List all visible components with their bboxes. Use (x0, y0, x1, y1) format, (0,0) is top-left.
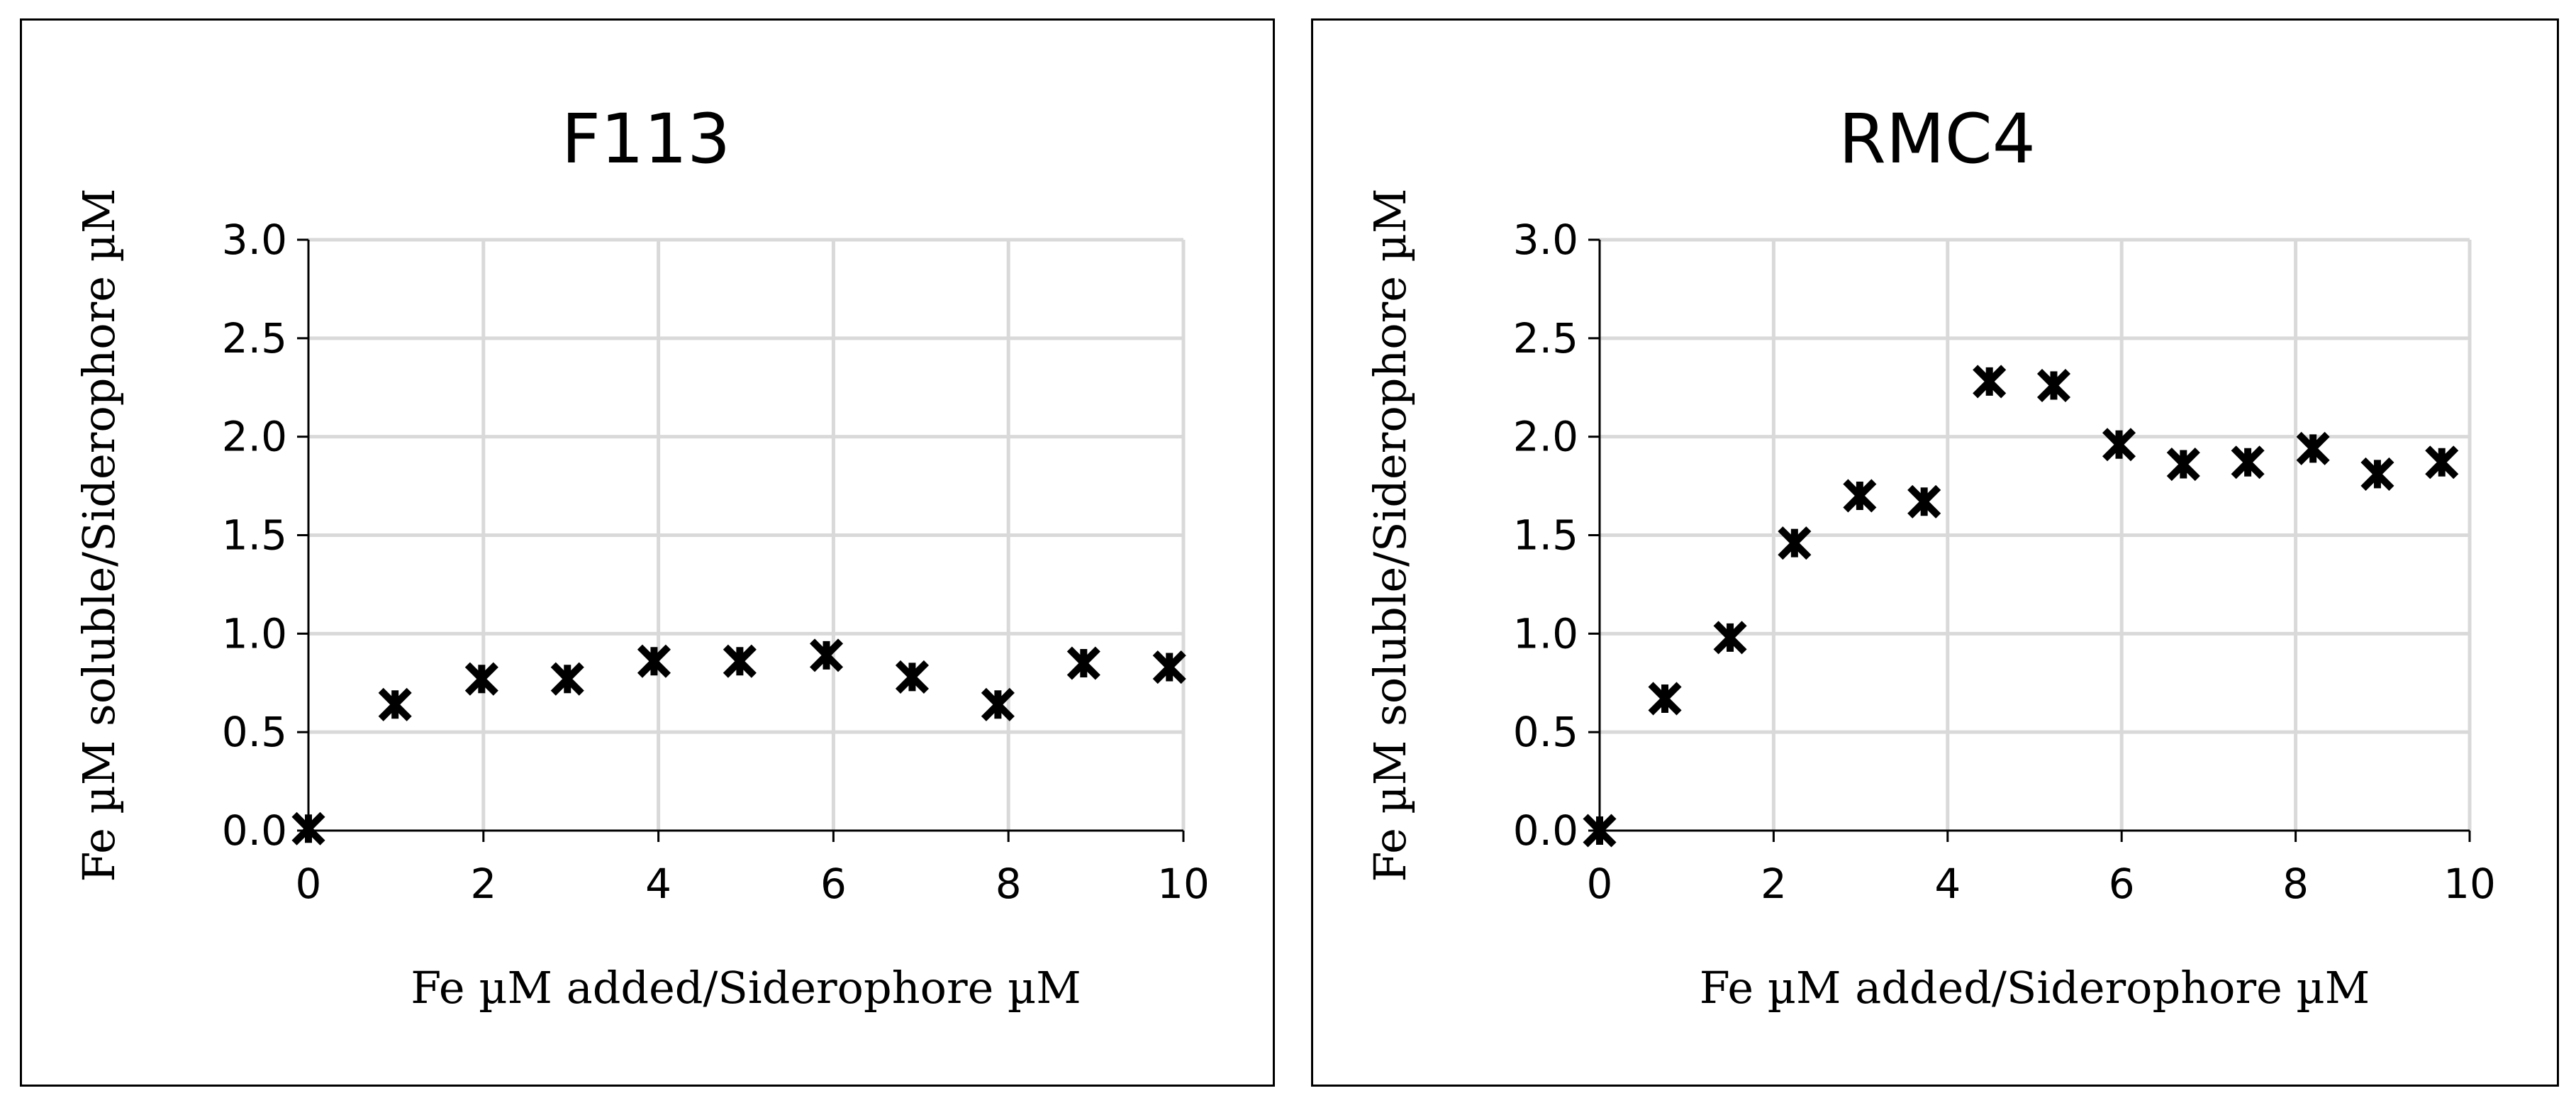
chart-1-data-point (2231, 445, 2265, 479)
chart-1-data-point (2166, 448, 2200, 482)
chart-panel-rmc4: RMC4 0.0 0.5 1.0 1.5 2.0 2.5 3.0 0 2 4 6 8 10 Fe µM ad… (1311, 18, 2559, 1087)
chart-1-data-point (1778, 526, 1812, 560)
chart-1-data-point (2036, 368, 2071, 403)
chart-1-y-tick-label: 3.0 (1513, 216, 1578, 264)
chart-1-y-tick-label: 2.0 (1513, 413, 1578, 461)
chart-0-data-point (464, 662, 498, 696)
chart-1-data-point (1973, 365, 2007, 399)
chart-1-y-tick-label: 0.0 (1513, 806, 1578, 855)
rmc4-scatter-chart: RMC4 0.0 0.5 1.0 1.5 2.0 2.5 3.0 0 2 4 6 8 10 Fe µM ad… (1364, 99, 2496, 1014)
chart-1-x-tick-label: 4 (1934, 860, 1961, 908)
chart-1-data-point (1843, 479, 1877, 513)
chart-0-data-point (809, 638, 844, 672)
chart-0-data-point (291, 811, 325, 845)
chart-0-data-point (637, 644, 671, 678)
chart-0-data-point (378, 687, 412, 721)
f113-scatter-chart: F113 0.0 0.5 1.0 1.5 2.0 2.5 3.0 0 2 4 6 8 10 Fe µM ad… (73, 99, 1210, 1014)
chart-0-data-point (981, 687, 1015, 721)
chart-0-data-point (1152, 650, 1186, 684)
chart-1-x-tick-label: 2 (1761, 860, 1787, 908)
chart-1-data-point (2360, 457, 2394, 491)
chart-0-y-tick-label: 0.5 (222, 708, 287, 756)
chart-1-data-point (2296, 431, 2330, 465)
chart-0-y-axis-label: Fe µM soluble/Siderophore µM (73, 189, 125, 882)
chart-1-x-axis-label: Fe µM added/Siderophore µM (1700, 962, 2370, 1014)
chart-1-data-point (1648, 682, 1682, 716)
chart-0-data-point (895, 660, 929, 694)
chart-1-data-point (2102, 428, 2136, 462)
chart-1-y-tick-label: 0.5 (1513, 708, 1578, 756)
chart-1-y-tick-label: 1.5 (1513, 511, 1578, 560)
chart-1-y-axis-label: Fe µM soluble/Siderophore µM (1364, 189, 1416, 882)
chart-0-y-tick-label: 3.0 (222, 216, 287, 264)
chart-1-x-tick-label: 10 (2443, 860, 2496, 908)
chart-0-y-tick-label: 2.0 (222, 413, 287, 461)
chart-1-data-point (1713, 621, 1747, 655)
chart-0-x-tick-label: 2 (470, 860, 496, 908)
chart-0-y-tick-label: 1.0 (222, 609, 287, 658)
chart-1-data-point (2425, 445, 2459, 479)
chart-1-data-point (1907, 484, 1941, 519)
chart-0-x-tick-label: 6 (820, 860, 847, 908)
chart-0-x-tick-label: 10 (1157, 860, 1210, 908)
chart-0-x-tick-label: 4 (645, 860, 671, 908)
chart-1-x-tick-label: 8 (2282, 860, 2309, 908)
chart-0-data-point (723, 644, 757, 678)
chart-1-data-point (1583, 814, 1617, 848)
chart-1-y-tick-label: 2.5 (1513, 314, 1578, 362)
chart-0-title: F113 (562, 99, 730, 179)
chart-1-y-tick-label: 1.0 (1513, 609, 1578, 658)
chart-1-title: RMC4 (1839, 99, 2036, 179)
chart-0-data-point (550, 662, 584, 696)
chart-0-x-axis-label: Fe µM added/Siderophore µM (411, 962, 1081, 1014)
chart-panel-f113: F113 0.0 0.5 1.0 1.5 2.0 2.5 3.0 0 2 4 6 8 10 Fe µM ad… (20, 18, 1275, 1087)
chart-1-x-tick-label: 0 (1587, 860, 1613, 908)
chart-1-x-tick-label: 6 (2109, 860, 2135, 908)
chart-0-y-tick-label: 2.5 (222, 314, 287, 362)
chart-0-y-tick-label: 1.5 (222, 511, 287, 560)
chart-0-x-tick-label: 8 (996, 860, 1022, 908)
chart-0-x-tick-label: 0 (296, 860, 322, 908)
chart-0-y-tick-label: 0.0 (222, 806, 287, 855)
chart-0-data-point (1066, 646, 1100, 680)
